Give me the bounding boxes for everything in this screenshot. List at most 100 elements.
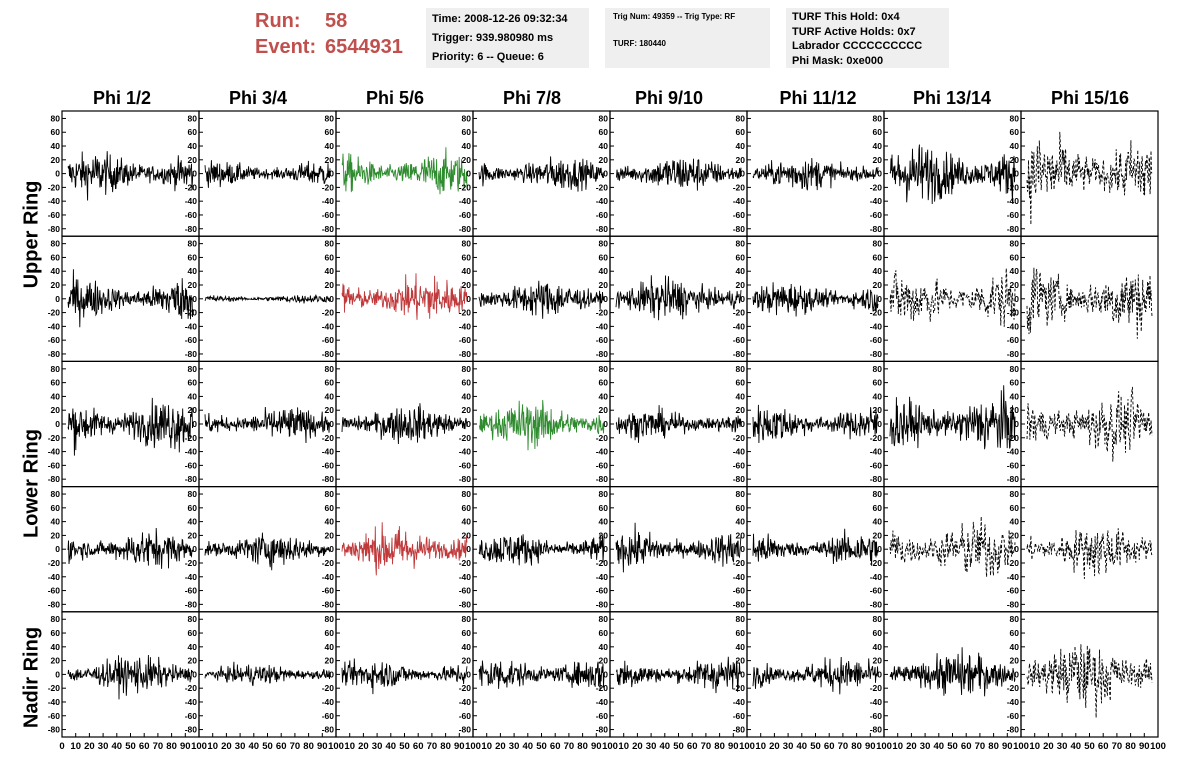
y-tick-label: -20	[48, 558, 61, 568]
x-tick-label: 70	[701, 741, 712, 752]
y-tick-label: -60	[185, 210, 198, 220]
y-tick-label: 0	[1014, 669, 1019, 679]
y-tick-label: 20	[1010, 280, 1020, 290]
y-tick-label: 40	[188, 642, 198, 652]
y-tick-label: 0	[55, 419, 60, 429]
y-tick-label: 60	[873, 127, 883, 137]
waveform-trace	[615, 522, 742, 573]
y-tick-label: 60	[1010, 127, 1020, 137]
y-tick-label: 40	[462, 642, 472, 652]
y-tick-label: 0	[740, 544, 745, 554]
y-tick-label: -20	[185, 433, 198, 443]
y-tick-label: -60	[322, 335, 335, 345]
y-tick-label: 0	[740, 669, 745, 679]
y-tick-label: 40	[51, 266, 61, 276]
y-tick-label: 20	[188, 155, 198, 165]
y-tick-label: -40	[596, 697, 609, 707]
x-tick-label: 90	[1139, 741, 1150, 752]
y-tick-label: -20	[870, 433, 883, 443]
y-tick-label: 20	[325, 530, 335, 540]
x-tick-label: 10	[1029, 741, 1040, 752]
y-tick-label: 40	[462, 141, 472, 151]
event-label: Event:	[255, 36, 317, 58]
y-tick-label: 60	[599, 628, 609, 638]
waveform-trace	[341, 658, 468, 695]
y-tick-label: 80	[462, 113, 472, 123]
y-tick-label: 0	[877, 419, 882, 429]
y-tick-label: -60	[48, 586, 61, 596]
y-tick-label: -40	[1007, 196, 1020, 206]
y-tick-label: -60	[48, 335, 61, 345]
x-tick-label: 90	[865, 741, 876, 752]
y-tick-label: 60	[462, 252, 472, 262]
y-tick-label: 40	[599, 391, 609, 401]
y-tick-label: 0	[877, 544, 882, 554]
y-tick-label: 80	[736, 239, 746, 249]
x-tick-label: 50	[810, 741, 821, 752]
y-tick-label: -60	[870, 460, 883, 470]
x-tick-label: 60	[824, 741, 835, 752]
y-tick-label: -80	[870, 349, 883, 359]
waveform-trace	[752, 528, 879, 566]
y-tick-label: 60	[873, 378, 883, 388]
panel-frame	[1020, 486, 1159, 613]
y-tick-label: 60	[462, 127, 472, 137]
y-tick-label: 20	[873, 405, 883, 415]
waveform-trace	[1026, 644, 1153, 718]
y-tick-label: 0	[55, 294, 60, 304]
waveform-trace	[615, 158, 742, 191]
y-tick-label: -40	[459, 196, 472, 206]
y-tick-label: -40	[48, 321, 61, 331]
y-tick-label: -40	[596, 572, 609, 582]
y-tick-label: -60	[48, 210, 61, 220]
y-tick-label: -40	[459, 447, 472, 457]
y-tick-label: 40	[1010, 141, 1020, 151]
y-tick-label: 60	[51, 378, 61, 388]
y-tick-label: 60	[736, 252, 746, 262]
waveform-trace	[615, 656, 742, 694]
y-tick-label: -40	[1007, 572, 1020, 582]
y-tick-label: -80	[733, 349, 746, 359]
y-tick-label: 60	[188, 628, 198, 638]
y-tick-label: -20	[185, 182, 198, 192]
y-tick-label: -20	[48, 182, 61, 192]
y-tick-label: -80	[596, 599, 609, 609]
y-tick-label: 40	[462, 391, 472, 401]
y-tick-label: -60	[48, 460, 61, 470]
x-tick-label: 60	[276, 741, 287, 752]
y-tick-label: -40	[870, 321, 883, 331]
y-tick-label: 20	[51, 530, 61, 540]
y-tick-label: -20	[870, 308, 883, 318]
y-tick-label: -80	[733, 224, 746, 234]
y-tick-label: -60	[322, 711, 335, 721]
x-tick-label: 10	[755, 741, 766, 752]
y-tick-label: -20	[459, 182, 472, 192]
y-tick-label: 80	[1010, 239, 1020, 249]
waveform-trace	[615, 275, 742, 321]
y-tick-label: -20	[596, 182, 609, 192]
y-tick-label: -80	[48, 474, 61, 484]
y-tick-label: 0	[740, 294, 745, 304]
x-tick-label: 10	[344, 741, 355, 752]
y-tick-label: -60	[459, 460, 472, 470]
y-tick-label: -80	[322, 474, 335, 484]
y-tick-label: 60	[736, 127, 746, 137]
y-tick-label: 40	[188, 141, 198, 151]
y-tick-label: 40	[599, 141, 609, 151]
y-tick-label: 20	[1010, 656, 1020, 666]
run-label: Run:	[255, 10, 301, 32]
y-tick-label: 20	[873, 155, 883, 165]
waveform-trace	[67, 397, 194, 456]
y-tick-label: -20	[322, 683, 335, 693]
y-tick-label: -40	[870, 572, 883, 582]
y-tick-label: -20	[870, 558, 883, 568]
y-tick-label: 20	[599, 530, 609, 540]
x-tick-label: 40	[386, 741, 397, 752]
y-tick-label: -20	[1007, 433, 1020, 443]
y-tick-label: -40	[733, 196, 746, 206]
y-tick-label: -80	[596, 474, 609, 484]
y-tick-label: -20	[870, 683, 883, 693]
x-tick-label: 30	[646, 741, 657, 752]
y-tick-label: 40	[736, 141, 746, 151]
